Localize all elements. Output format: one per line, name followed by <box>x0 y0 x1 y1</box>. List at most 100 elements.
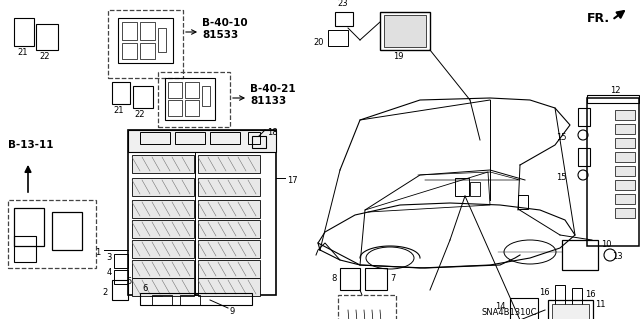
Bar <box>133 86 153 108</box>
Bar <box>572 288 582 306</box>
Bar <box>114 254 128 268</box>
Text: 21: 21 <box>113 106 124 115</box>
Bar <box>134 278 146 290</box>
Bar <box>198 278 260 296</box>
Bar <box>380 12 430 50</box>
Text: 19: 19 <box>393 52 403 61</box>
Text: 11: 11 <box>595 300 605 309</box>
Text: 12: 12 <box>610 86 621 95</box>
Bar <box>122 22 137 40</box>
Text: 81533: 81533 <box>202 30 238 40</box>
Text: SNA4B1310C: SNA4B1310C <box>482 308 538 317</box>
Bar <box>198 200 260 218</box>
Bar <box>198 178 260 196</box>
Text: 7: 7 <box>390 274 396 283</box>
Text: 3: 3 <box>107 253 112 262</box>
Bar <box>14 18 34 46</box>
Bar <box>615 152 635 162</box>
Bar <box>615 124 635 134</box>
Text: 20: 20 <box>314 38 324 47</box>
Text: 22: 22 <box>134 110 145 119</box>
Bar <box>562 240 598 270</box>
Bar <box>210 132 240 144</box>
Text: 21: 21 <box>17 48 28 57</box>
Text: 8: 8 <box>332 274 337 283</box>
Bar <box>14 208 44 246</box>
Bar <box>185 100 199 116</box>
Bar <box>338 295 396 319</box>
Bar <box>140 132 170 144</box>
Bar <box>114 270 128 284</box>
Text: 17: 17 <box>287 176 298 185</box>
Bar <box>180 295 200 305</box>
Bar <box>578 108 590 126</box>
Bar <box>615 194 635 204</box>
Text: 13: 13 <box>612 252 623 261</box>
Text: 1: 1 <box>95 248 100 257</box>
Bar <box>165 78 215 120</box>
Bar <box>615 138 635 148</box>
Bar <box>335 12 353 26</box>
Text: B-13-11: B-13-11 <box>8 140 54 150</box>
Bar <box>615 110 635 120</box>
Bar <box>185 82 199 98</box>
Bar <box>132 260 194 278</box>
Bar <box>132 178 194 196</box>
Text: 15: 15 <box>557 133 567 142</box>
Bar <box>587 98 639 246</box>
Bar <box>340 268 360 290</box>
Bar <box>198 155 260 173</box>
Bar <box>615 180 635 190</box>
Bar <box>152 295 172 305</box>
Bar <box>118 18 173 63</box>
Bar <box>198 240 260 258</box>
Bar <box>132 220 194 238</box>
Bar <box>175 132 205 144</box>
Bar <box>140 22 155 40</box>
Bar <box>36 24 58 50</box>
Bar <box>132 278 194 296</box>
Text: 2: 2 <box>103 288 108 297</box>
Bar <box>158 72 230 127</box>
Text: 9: 9 <box>229 307 234 316</box>
Bar <box>202 86 210 106</box>
Bar <box>198 220 260 238</box>
Bar <box>140 293 252 305</box>
Text: 23: 23 <box>337 0 348 8</box>
Bar <box>168 82 182 98</box>
Bar <box>52 212 82 250</box>
Text: 81133: 81133 <box>250 96 286 106</box>
Text: 14: 14 <box>495 302 506 311</box>
Bar <box>384 15 426 47</box>
Bar <box>555 285 565 307</box>
Text: 15: 15 <box>557 173 567 182</box>
Bar <box>510 298 538 319</box>
Bar <box>128 130 276 152</box>
Bar <box>578 148 590 166</box>
Bar <box>168 100 182 116</box>
Text: 6: 6 <box>143 284 148 293</box>
Bar <box>132 200 194 218</box>
Bar <box>455 178 469 196</box>
Bar <box>108 10 183 78</box>
Bar <box>8 200 96 268</box>
Text: 4: 4 <box>107 268 112 277</box>
Text: 5: 5 <box>127 277 132 286</box>
Text: FR.: FR. <box>587 12 610 25</box>
Bar <box>328 30 348 46</box>
Bar <box>150 284 162 296</box>
Bar <box>252 136 266 148</box>
Text: 18: 18 <box>267 128 278 137</box>
Text: B-40-10: B-40-10 <box>202 18 248 28</box>
Bar <box>14 236 36 262</box>
Bar <box>158 28 166 52</box>
Bar <box>122 43 137 59</box>
Text: 22: 22 <box>39 52 49 61</box>
Bar <box>587 95 639 103</box>
Text: 10: 10 <box>601 240 611 249</box>
Bar <box>615 166 635 176</box>
Bar <box>248 132 260 144</box>
Text: B-40-21: B-40-21 <box>250 84 296 94</box>
Text: 16: 16 <box>540 288 550 297</box>
Bar <box>518 195 528 209</box>
